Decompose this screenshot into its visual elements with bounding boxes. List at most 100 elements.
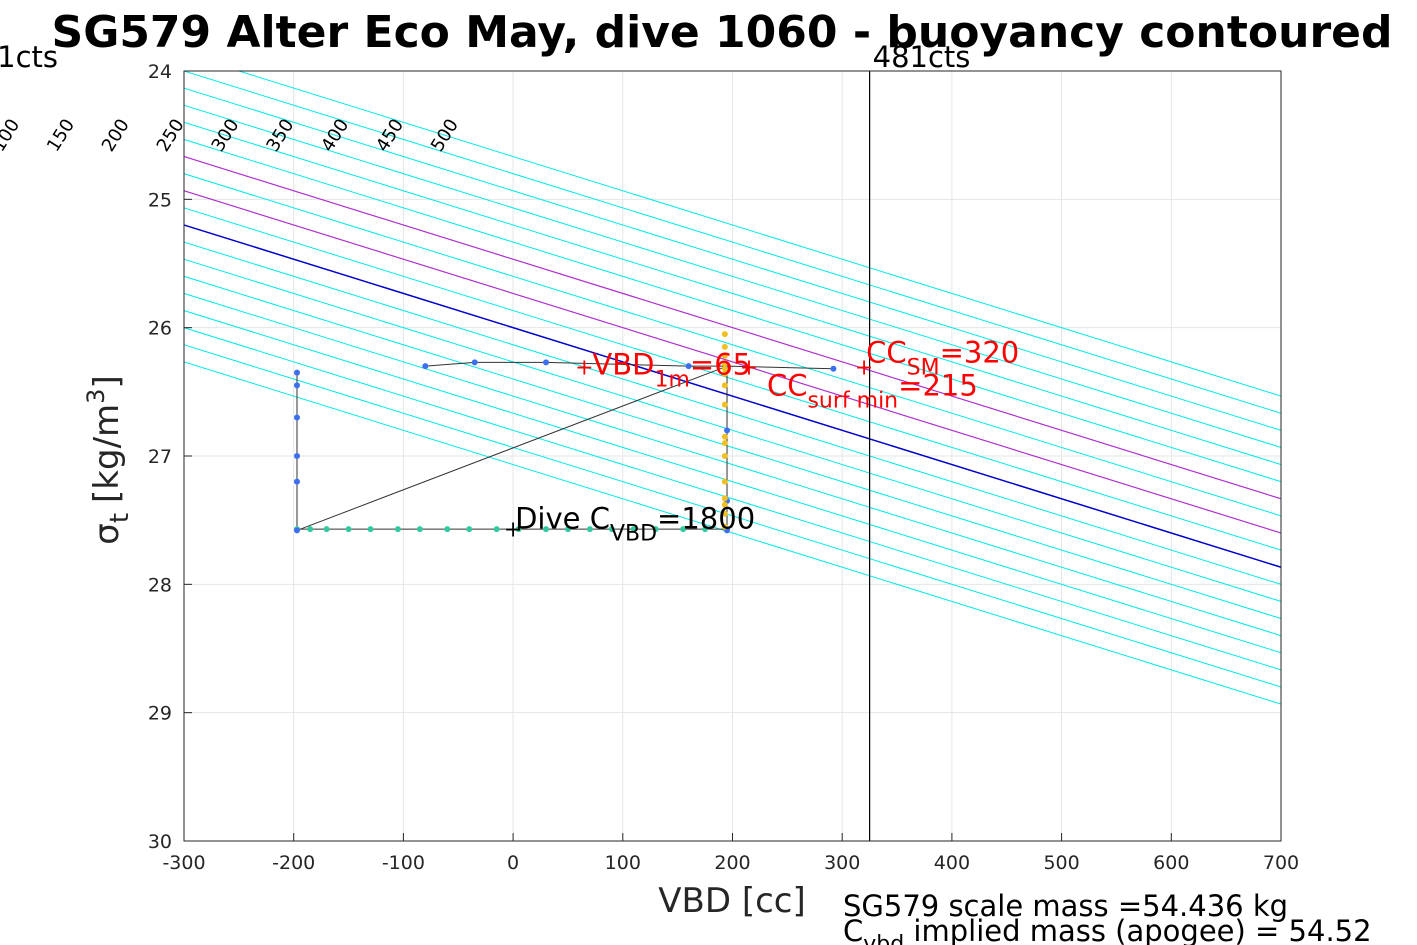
contour-line bbox=[184, 87, 1281, 431]
trajectory-point bbox=[471, 359, 478, 366]
contour-label: 300 bbox=[208, 115, 244, 155]
apogee-point bbox=[721, 495, 728, 502]
descent-point bbox=[564, 526, 571, 533]
footer-line-2-sub: vbd bbox=[863, 932, 904, 945]
apogee-point bbox=[721, 433, 728, 440]
contour-label: 250 bbox=[153, 115, 189, 155]
chart-title: SG579 Alter Eco May, dive 1060 - buoyanc… bbox=[52, 7, 1393, 58]
footer-line-2: Cvbd implied mass (apogee) = 54.52 bbox=[843, 914, 1372, 945]
vbd-limit-label: 481cts bbox=[873, 40, 971, 74]
y-axis-label-main: σ bbox=[87, 523, 127, 545]
apogee-point bbox=[721, 343, 728, 350]
y-tick-label: 28 bbox=[148, 574, 172, 596]
trajectory-point bbox=[724, 427, 731, 434]
trajectory-point bbox=[293, 478, 300, 485]
contour-line bbox=[184, 121, 1281, 466]
y-tick-label: 26 bbox=[148, 318, 172, 340]
contour-line bbox=[184, 310, 1281, 654]
trajectory-point bbox=[543, 359, 550, 366]
buoyancy-contours bbox=[184, 71, 1281, 705]
contour-line bbox=[184, 190, 1281, 534]
descent-point bbox=[680, 526, 687, 533]
descent-point bbox=[515, 526, 522, 533]
descent-point bbox=[586, 526, 593, 533]
axis-ticks: -300 -200 -100 0 100 200 300 400 500 600 700 24 25 26… bbox=[148, 61, 1299, 874]
contour-line bbox=[184, 258, 1281, 602]
descent-point bbox=[323, 526, 330, 533]
x-tick-label: 700 bbox=[1263, 852, 1299, 874]
y-tick-label: 30 bbox=[148, 831, 172, 853]
trajectory-point bbox=[293, 369, 300, 376]
x-tick-label: 500 bbox=[1043, 852, 1079, 874]
data-points bbox=[293, 331, 837, 534]
contour-label: 400 bbox=[317, 115, 353, 155]
annotation-marker: + bbox=[575, 356, 593, 381]
apogee-point bbox=[721, 478, 728, 485]
x-tick-label: 0 bbox=[507, 852, 519, 874]
descent-point bbox=[630, 526, 637, 533]
x-tick-label: 200 bbox=[714, 852, 750, 874]
descent-point bbox=[394, 526, 401, 533]
descent-point bbox=[608, 526, 615, 533]
descent-point bbox=[416, 526, 423, 533]
descent-point bbox=[307, 526, 314, 533]
annotation-vbd1m: VBD1m=65 bbox=[592, 348, 751, 393]
contour-labels: -300-250-200-150-100-5005010015020025030… bbox=[0, 115, 463, 155]
trajectory-line bbox=[425, 361, 834, 370]
contour-line bbox=[184, 327, 1281, 671]
y-tick-label: 27 bbox=[148, 446, 172, 468]
annotations: +VBD1m=65 +CCSM=320+CCsurf min=215+Dive C… bbox=[504, 336, 1019, 547]
descent-point bbox=[367, 526, 374, 533]
contour-line bbox=[184, 71, 1281, 414]
trajectory-point bbox=[293, 414, 300, 421]
x-axis-label: VBD [cc] bbox=[658, 881, 806, 921]
contour-line bbox=[184, 155, 1281, 500]
annotation-marker: + bbox=[855, 356, 873, 381]
contour-label: 350 bbox=[262, 115, 298, 155]
y-tick-label: 29 bbox=[148, 703, 172, 725]
x-tick-label: 600 bbox=[1153, 852, 1189, 874]
svg-text:σt[kg/m3]: σt [kg/m3] bbox=[82, 375, 135, 544]
trajectory-point bbox=[685, 363, 692, 370]
contour-line bbox=[184, 104, 1281, 448]
contour-line bbox=[184, 292, 1281, 637]
y-axis-label: σt [kg/m3] bbox=[82, 375, 135, 544]
contour-line bbox=[184, 138, 1281, 483]
y-axis-label-unit: [kg/m bbox=[87, 404, 127, 503]
y-axis-label-end: ] bbox=[87, 375, 127, 388]
y-tick-label: 25 bbox=[148, 189, 172, 211]
vbd-limit-label: 1cts bbox=[0, 40, 58, 74]
contour-line bbox=[184, 344, 1281, 688]
x-tick-label: -200 bbox=[272, 852, 315, 874]
contour-label: 200 bbox=[98, 115, 134, 155]
apogee-point bbox=[721, 382, 728, 389]
footer-line-2-rest: implied mass (apogee) = 54.52 bbox=[904, 914, 1371, 945]
trajectory-point bbox=[293, 382, 300, 389]
vbd-limit-lines: 1cts 481cts bbox=[0, 40, 970, 841]
apogee-point bbox=[721, 352, 728, 359]
y-tick-label: 24 bbox=[148, 61, 172, 83]
trajectory-point bbox=[830, 365, 837, 372]
apogee-point bbox=[721, 370, 728, 377]
annotation-marker: + bbox=[504, 517, 522, 542]
apogee-point bbox=[721, 331, 728, 338]
grid-lines bbox=[183, 70, 1282, 842]
trajectory-point bbox=[293, 453, 300, 459]
apogee-point bbox=[721, 523, 728, 530]
apogee-point bbox=[721, 360, 728, 367]
contour-line bbox=[184, 275, 1281, 620]
y-axis-label-sup: 3 bbox=[82, 389, 110, 404]
trajectory-point bbox=[422, 363, 429, 370]
x-tick-label: 100 bbox=[605, 852, 641, 874]
descent-point bbox=[466, 526, 473, 533]
descent-point bbox=[345, 526, 352, 533]
annotation-ccsm: CCSM=320 bbox=[866, 336, 1019, 381]
contour-line bbox=[184, 224, 1281, 569]
x-tick-label: 300 bbox=[824, 852, 860, 874]
footer-line-2-main: C bbox=[843, 914, 863, 945]
contour-label: 500 bbox=[427, 115, 463, 155]
descent-point bbox=[444, 526, 451, 533]
x-tick-label: -100 bbox=[382, 852, 425, 874]
contour-label: 150 bbox=[43, 115, 79, 155]
